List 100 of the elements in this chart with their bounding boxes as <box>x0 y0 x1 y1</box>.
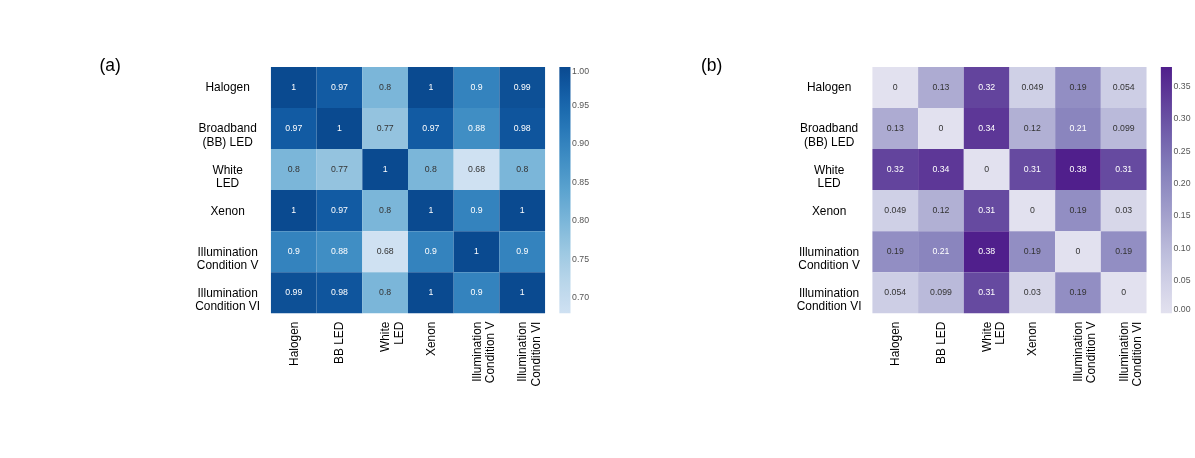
x-tick-label: BB LED <box>332 321 347 364</box>
data-label: 0.19 <box>1069 205 1087 215</box>
data-label: 0.99 <box>285 287 303 298</box>
data-label: 1 <box>428 81 434 92</box>
text: (b) <box>700 54 723 75</box>
data-label: 0.32 <box>886 163 904 174</box>
data-label: 0.34 <box>932 163 950 174</box>
data-label: 0.9 <box>424 246 438 257</box>
data-label: 0.68 <box>468 163 486 174</box>
data-label: 0.049 <box>1021 81 1044 92</box>
data-label: 0.77 <box>376 122 394 133</box>
data-label: 0.8 <box>516 163 529 174</box>
color-bar-label: 0.90 <box>572 138 590 149</box>
color-bar-label: 0.05 <box>1173 275 1191 286</box>
data-label: 0.31 <box>1115 163 1133 174</box>
data-label: 0.98 <box>330 287 349 298</box>
y-tick-label: Halogen <box>806 80 852 95</box>
color-bar-label: 0.30 <box>1173 113 1191 124</box>
data-label: 0.8 <box>287 163 300 174</box>
data-label: 0.13 <box>886 122 904 133</box>
data-label: 0.88 <box>468 122 486 133</box>
data-label: 0.31 <box>978 205 996 215</box>
y-tick-label: White LED <box>212 162 244 191</box>
text: (a) <box>99 54 121 75</box>
data-label: 0 <box>984 163 990 174</box>
data-label: 1 <box>337 122 343 133</box>
data-label: 0.38 <box>1069 163 1087 174</box>
data-label: 0.8 <box>379 287 392 298</box>
y-tick-label: Xenon <box>210 203 245 218</box>
data-label: 0.9 <box>470 287 483 298</box>
data-label: 0.054 <box>884 287 907 298</box>
y-tick-label: Illumination Condition VI <box>195 285 261 314</box>
data-label: 0.97 <box>285 122 303 133</box>
data-label: 0.12 <box>1023 122 1041 133</box>
data-label: 0.049 <box>884 205 907 215</box>
y-tick-label: White LED <box>813 162 845 191</box>
y-tick-label: Illumination Condition V <box>196 244 259 273</box>
data-label: 0.8 <box>379 81 392 92</box>
data-label: 0 <box>1029 205 1035 215</box>
y-tick-label: Broadband (BB) LED <box>799 121 859 149</box>
color-bar-label: 0.25 <box>1173 145 1191 156</box>
color-bar-label: 0.95 <box>572 99 590 110</box>
data-label: 0.19 <box>1069 287 1087 298</box>
data-label: 0.21 <box>1069 122 1087 133</box>
data-label: 1 <box>474 246 480 257</box>
data-label: 0.19 <box>1115 246 1133 257</box>
data-label: 0.34 <box>978 122 996 133</box>
x-tick-label: Illumination Condition V <box>1070 321 1099 384</box>
x-tick-label: White LED <box>378 321 406 353</box>
x-tick-label: Illumination Condition VI <box>1116 321 1145 387</box>
x-tick-label: Halogen <box>888 321 903 366</box>
data-label: 0.68 <box>376 246 394 257</box>
x-tick-label: White LED <box>979 321 1008 353</box>
data-label: 0.97 <box>422 122 440 133</box>
x-tick-label: Xenon <box>423 321 438 357</box>
data-label: 0.9 <box>287 246 300 257</box>
data-label: 0.9 <box>470 81 483 92</box>
data-label: 0.8 <box>424 163 438 174</box>
color-bar-label: 0.35 <box>1173 80 1191 91</box>
data-label: 0.38 <box>978 246 996 257</box>
data-label: 0.099 <box>930 287 953 298</box>
color-bar-label: 0.70 <box>572 292 590 303</box>
data-label: 0 <box>892 81 898 92</box>
data-label: 1 <box>382 163 388 174</box>
data-label: 0.099 <box>1112 122 1135 133</box>
data-label: 0.13 <box>932 81 950 92</box>
data-label: 0.97 <box>330 205 349 215</box>
data-label: 0.19 <box>1069 81 1087 92</box>
color-bar-label: 0.15 <box>1173 210 1191 221</box>
data-label: 0.03 <box>1115 205 1133 215</box>
x-tick-label: Illumination Condition V <box>469 321 498 384</box>
data-label: 0.19 <box>1023 246 1041 257</box>
data-label: 0.88 <box>330 246 349 257</box>
y-tick-label: Broadband (BB) LED <box>198 121 257 149</box>
data-label: 0.9 <box>516 246 529 257</box>
data-label: 0.98 <box>513 122 531 133</box>
color-bar-label: 0.10 <box>1173 242 1191 253</box>
x-tick-label: Halogen <box>286 321 301 366</box>
data-label: 1 <box>519 287 525 298</box>
data-label: 0.054 <box>1112 81 1135 92</box>
data-label: 0.03 <box>1023 287 1041 298</box>
data-label: 0.32 <box>978 81 996 92</box>
color-bar-label: 0.20 <box>1173 177 1191 188</box>
data-label: 1 <box>291 81 297 92</box>
data-label: 0.31 <box>978 287 996 298</box>
x-tick-label: Illumination Condition VI <box>515 321 543 387</box>
data-label: 1 <box>428 287 434 298</box>
y-tick-label: Xenon <box>811 203 847 218</box>
data-label: 0.97 <box>330 81 349 92</box>
color-bar-label: 0.00 <box>1173 303 1191 314</box>
data-label: 0 <box>1075 246 1081 257</box>
color-bar-label: 0.80 <box>572 215 590 226</box>
data-label: 1 <box>428 205 434 215</box>
color-bar-label: 0.75 <box>572 253 590 264</box>
data-label: 0 <box>1121 287 1127 298</box>
data-label: 0.99 <box>513 81 531 92</box>
color-bar-label: 1.00 <box>572 66 590 77</box>
data-label: 0.31 <box>1023 163 1041 174</box>
y-tick-label: Halogen <box>205 80 250 95</box>
data-label: 0.21 <box>932 246 950 257</box>
